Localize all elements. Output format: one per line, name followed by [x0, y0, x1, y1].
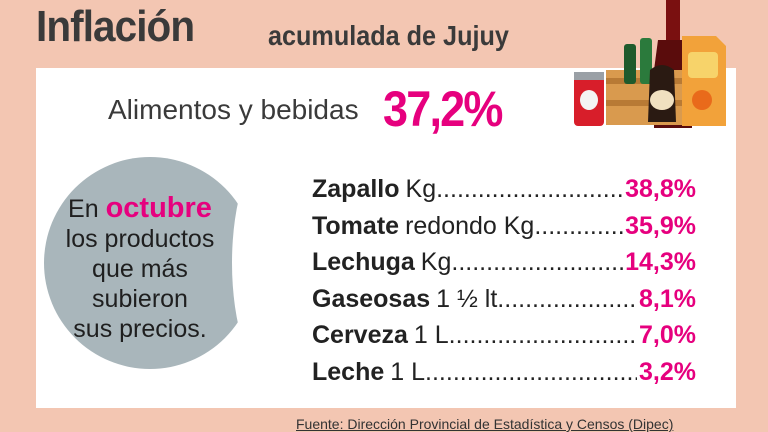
- list-item: Zapallo Kg 38,8%: [312, 175, 696, 212]
- product-name: Tomate: [312, 211, 400, 240]
- product-unit: 1 ½ lt: [436, 284, 498, 313]
- product-unit: 1 L: [390, 357, 426, 386]
- callout-highlight: octubre: [105, 192, 212, 224]
- list-item: Cerveza 1 L 7,0%: [312, 321, 696, 358]
- leader-dots: [451, 248, 623, 277]
- page-subtitle: acumulada de Jujuy: [268, 20, 509, 51]
- product-value: 14,3%: [625, 248, 696, 276]
- callout-line-2: que más: [92, 255, 188, 283]
- product-unit: Kg: [420, 248, 452, 276]
- product-value: 7,0%: [639, 321, 696, 349]
- list-item: Lechuga Kg 14,3%: [312, 248, 696, 285]
- list-item: Tomate redondo Kg 35,9%: [312, 212, 696, 249]
- product-value: 35,9%: [625, 211, 696, 240]
- circle-cutout: [232, 148, 312, 378]
- product-unit: 1 L: [413, 321, 449, 349]
- product-name: Zapallo: [312, 175, 400, 203]
- page-title: Inflación: [36, 2, 195, 51]
- product-value: 3,2%: [639, 357, 696, 386]
- grocery-products-icon: [566, 0, 736, 130]
- product-unit: redondo Kg: [405, 211, 535, 240]
- leader-dots: [449, 321, 637, 350]
- product-value: 8,1%: [639, 284, 696, 313]
- list-item: Gaseosas 1 ½ lt 8,1%: [312, 285, 696, 322]
- leader-dots: [497, 285, 637, 314]
- callout-line-3: subieron: [92, 285, 188, 313]
- leader-dots: [425, 358, 637, 387]
- callout-circle: [44, 157, 256, 369]
- callout-line-4: sus precios.: [73, 315, 207, 343]
- product-name: Gaseosas: [312, 284, 431, 313]
- source-note: Fuente: Dirección Provincial de Estadíst…: [296, 416, 674, 432]
- product-name: Cerveza: [312, 321, 408, 349]
- product-name: Lechuga: [312, 248, 415, 276]
- callout-prefix: En: [68, 195, 99, 223]
- category-label: Alimentos y bebidas: [108, 94, 359, 125]
- product-unit: Kg: [405, 175, 437, 203]
- product-name: Leche: [312, 357, 385, 386]
- product-list: Zapallo Kg 38,8% Tomate redondo Kg 35,9%…: [312, 175, 696, 394]
- callout-line-1: los productos: [65, 225, 215, 253]
- product-value: 38,8%: [625, 175, 696, 203]
- list-item: Leche 1 L 3,2%: [312, 358, 696, 395]
- leader-dots: [534, 212, 623, 241]
- category-value: 37,2%: [383, 81, 503, 137]
- leader-dots: [436, 175, 623, 204]
- callout-text: En octubre los productos que más subiero…: [40, 193, 240, 344]
